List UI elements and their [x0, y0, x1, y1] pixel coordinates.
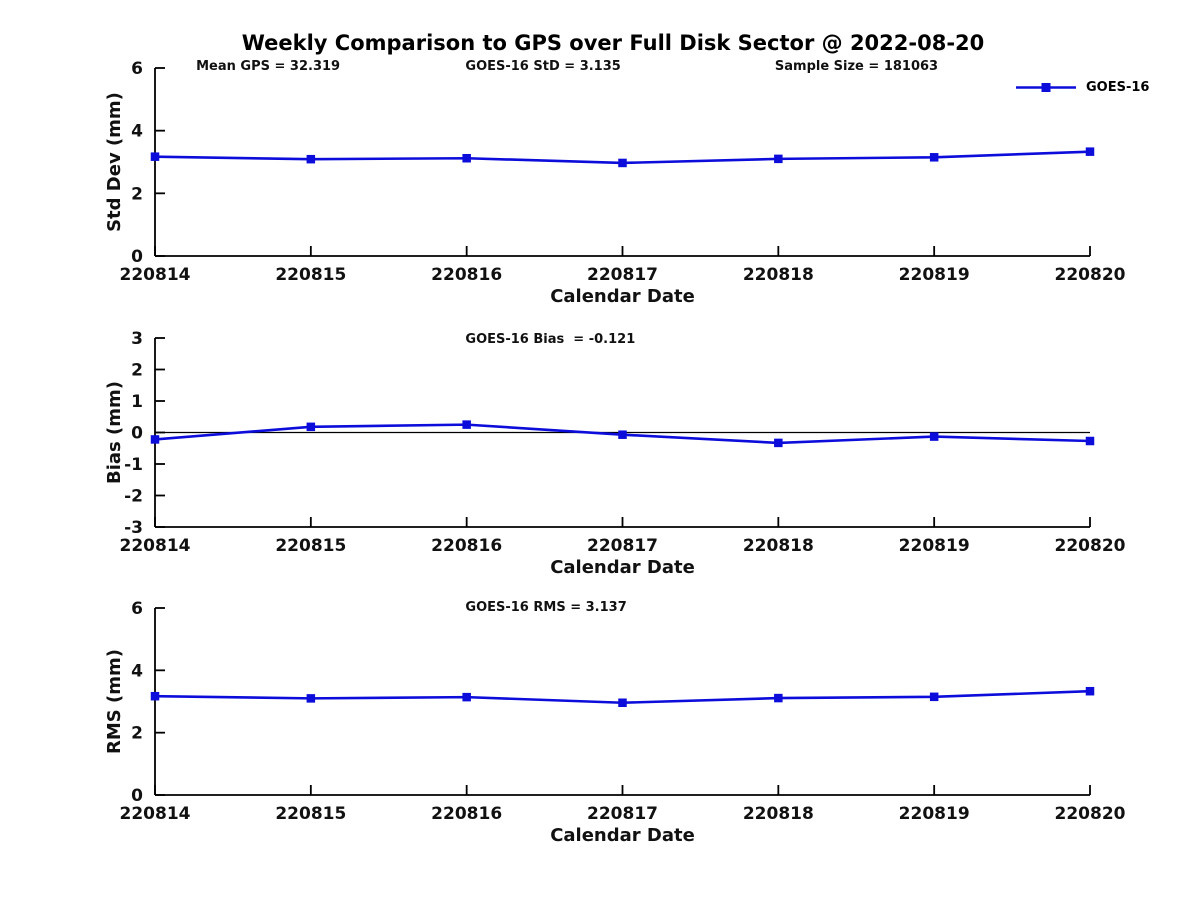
y-tick-label: 6	[131, 59, 143, 79]
x-axis-label: Calendar Date	[550, 825, 695, 846]
annotation: GOES-16 RMS = 3.137	[465, 600, 626, 615]
x-tick-label: 220820	[1055, 804, 1126, 824]
y-tick-label: 0	[131, 424, 143, 444]
x-tick-label: 220818	[743, 804, 814, 824]
y-tick-label: 2	[131, 361, 143, 381]
y-tick-label: 2	[131, 184, 143, 204]
y-tick-label: -3	[124, 518, 143, 538]
x-tick-label: 220817	[587, 536, 658, 556]
data-point-marker	[150, 152, 160, 161]
y-axis-label: Std Dev (mm)	[104, 92, 125, 232]
x-tick-label: 220814	[120, 804, 191, 824]
figure-title: Weekly Comparison to GPS over Full Disk …	[241, 31, 985, 55]
y-tick-label: 0	[131, 786, 143, 806]
x-axis-label: Calendar Date	[550, 557, 695, 578]
data-point-marker	[150, 691, 160, 701]
x-tick-label: 220818	[743, 536, 814, 556]
x-tick-label: 220817	[587, 804, 658, 824]
y-axis-label: RMS (mm)	[104, 649, 125, 754]
chart-rms: 0 2 4 6 220814 220815 220816 220817 220818 220819…	[104, 599, 1126, 846]
y-tick-label: 3	[131, 329, 143, 349]
x-axis-label: Calendar Date	[550, 286, 695, 307]
y-tick-label: 6	[131, 599, 143, 619]
data-point-marker	[306, 422, 316, 432]
annotation: Mean GPS = 32.319	[196, 59, 340, 74]
data-point-marker	[618, 698, 627, 707]
x-tick-label: 220814	[120, 536, 191, 556]
x-tick-label: 220816	[431, 265, 502, 285]
chart-bias: -3 -2 -1 0 1 2 3 220814 220815 220816 220817 220818…	[104, 329, 1126, 578]
legend-line-marker-icon	[1016, 83, 1076, 92]
data-point-marker	[1085, 686, 1095, 696]
y-tick-label: 1	[131, 392, 143, 412]
annotation: GOES-16 Bias = -0.121	[465, 332, 635, 347]
data-point-marker	[929, 432, 939, 441]
data-point-marker	[1085, 436, 1095, 446]
data-point-marker	[618, 430, 627, 439]
data-point-marker	[462, 692, 471, 702]
data-point-marker	[774, 154, 783, 164]
data-point-marker	[774, 693, 783, 703]
x-tick-label: 220815	[275, 536, 346, 556]
data-point-marker	[1085, 147, 1095, 156]
x-tick-label: 220817	[587, 265, 658, 285]
x-tick-label: 220816	[431, 804, 502, 824]
x-tick-label: 220816	[431, 536, 502, 556]
data-point-marker	[462, 153, 471, 163]
x-tick-label: 220819	[899, 804, 970, 824]
y-tick-label: 2	[131, 724, 143, 744]
y-tick-label: 4	[131, 122, 143, 142]
data-point-marker	[774, 438, 783, 448]
x-tick-label: 220814	[120, 265, 191, 285]
y-axis-label: Bias (mm)	[104, 381, 125, 484]
annotation: Sample Size = 181063	[775, 59, 938, 74]
legend-label: GOES-16	[1086, 80, 1150, 95]
y-tick-label: -1	[124, 455, 143, 475]
data-point-marker	[306, 694, 316, 703]
y-tick-label: 4	[131, 661, 143, 681]
x-tick-label: 220818	[743, 265, 814, 285]
data-point-marker	[929, 153, 939, 162]
data-point-marker	[150, 435, 160, 444]
data-point-marker	[306, 154, 316, 164]
x-tick-label: 220815	[275, 265, 346, 285]
x-tick-label: 220820	[1055, 536, 1126, 556]
annotation: GOES-16 StD = 3.135	[465, 59, 620, 74]
data-point-marker	[462, 420, 471, 429]
x-tick-label: 220815	[275, 804, 346, 824]
y-tick-label: -2	[124, 487, 143, 507]
chart-std-dev: 0 2 4 6 220814 220815 220816 220817 220818 220819…	[104, 59, 1126, 307]
data-point-marker	[618, 158, 627, 168]
legend: GOES-16	[1014, 80, 1149, 95]
x-tick-label: 220820	[1055, 265, 1126, 285]
y-tick-label: 0	[131, 247, 143, 267]
x-tick-label: 220819	[899, 536, 970, 556]
x-tick-label: 220819	[899, 265, 970, 285]
data-point-marker	[929, 692, 939, 702]
